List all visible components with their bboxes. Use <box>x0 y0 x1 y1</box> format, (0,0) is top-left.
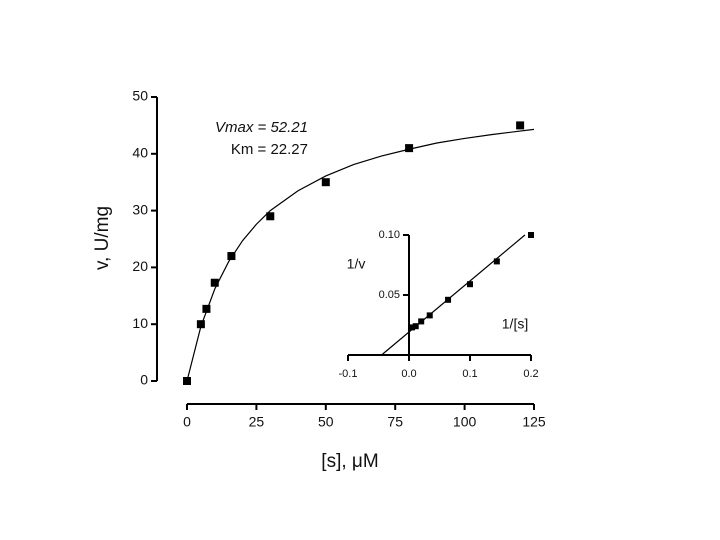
x-tick-label: 75 <box>387 414 403 430</box>
data-point <box>528 232 534 238</box>
data-point <box>516 121 525 130</box>
x-tick-label: 0 <box>183 414 191 430</box>
y-tick-label: 30 <box>132 201 148 217</box>
x-tick-label: 125 <box>522 414 546 430</box>
data-point <box>467 281 473 288</box>
annotation: Km = 22.27 <box>231 141 308 158</box>
data-point <box>412 323 419 330</box>
data-point <box>426 312 433 319</box>
y-tick-label: 40 <box>132 145 148 161</box>
data-point <box>210 278 219 287</box>
y-tick-label: 0 <box>140 372 148 388</box>
data-point <box>493 258 500 265</box>
x-tick-label: 0.2 <box>523 368 538 380</box>
y-tick-label: 0.10 <box>379 229 400 241</box>
y-axis-title: v, U/mg <box>92 206 113 270</box>
data-point <box>266 212 275 221</box>
data-point <box>409 324 416 331</box>
x-tick-label: 0.0 <box>401 368 416 380</box>
data-point <box>227 252 236 261</box>
data-point <box>202 304 211 313</box>
annotation: Vmax = 52.21 <box>215 119 308 136</box>
y-tick-label: 0.05 <box>379 289 400 301</box>
data-point <box>445 296 452 303</box>
data-point <box>183 377 191 385</box>
x-tick-label: 25 <box>249 414 265 430</box>
fit-line <box>186 128 535 382</box>
x-tick-label: -0.1 <box>339 368 358 380</box>
x-tick-label: 50 <box>318 414 334 430</box>
data-point <box>321 178 330 187</box>
x-axis-title: [s], μM <box>321 451 378 472</box>
data-point <box>418 318 425 325</box>
y-tick-label: 10 <box>132 315 148 331</box>
x-tick-label: 0.1 <box>462 368 477 380</box>
x-tick-label: 100 <box>453 414 477 430</box>
y-tick-label: 50 <box>132 88 148 104</box>
data-point <box>405 144 414 153</box>
x-axis-title: 1/[s] <box>502 316 528 332</box>
data-point <box>196 320 205 329</box>
fit-line <box>381 234 526 356</box>
y-tick-label: 20 <box>132 258 148 274</box>
y-axis-title: 1/v <box>347 256 366 272</box>
